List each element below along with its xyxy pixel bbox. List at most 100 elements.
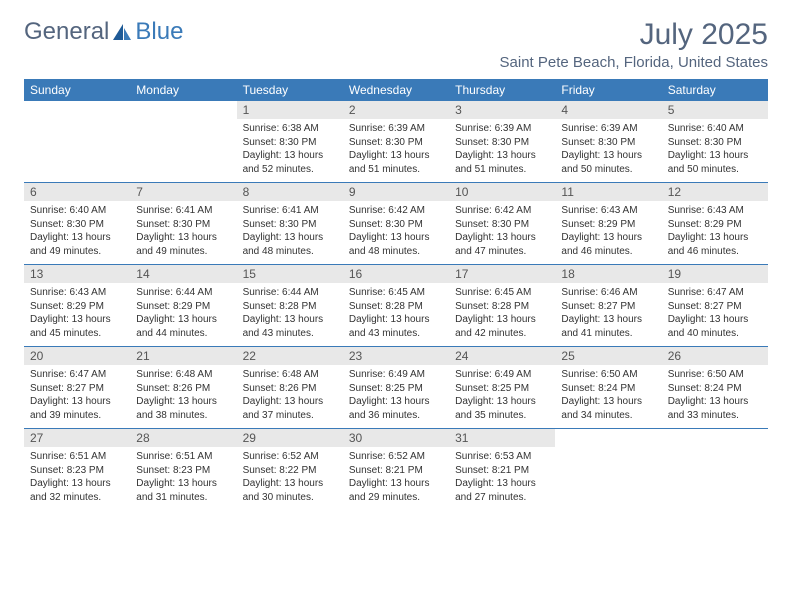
calendar-cell: 11Sunrise: 6:43 AMSunset: 8:29 PMDayligh… (555, 183, 661, 265)
calendar-cell: 27Sunrise: 6:51 AMSunset: 8:23 PMDayligh… (24, 429, 130, 511)
day-number: 23 (343, 347, 449, 365)
daylight-text: Daylight: 13 hours and 49 minutes. (30, 231, 124, 258)
sunset-text: Sunset: 8:25 PM (349, 382, 443, 396)
calendar-cell (130, 101, 236, 183)
sunrise-text: Sunrise: 6:49 AM (455, 368, 549, 382)
sunrise-text: Sunrise: 6:43 AM (30, 286, 124, 300)
calendar-cell: 8Sunrise: 6:41 AMSunset: 8:30 PMDaylight… (237, 183, 343, 265)
sunset-text: Sunset: 8:27 PM (30, 382, 124, 396)
brand-logo: General Blue (24, 18, 183, 46)
sunset-text: Sunset: 8:30 PM (243, 218, 337, 232)
day-body: Sunrise: 6:49 AMSunset: 8:25 PMDaylight:… (343, 365, 449, 428)
sunset-text: Sunset: 8:29 PM (136, 300, 230, 314)
daylight-text: Daylight: 13 hours and 38 minutes. (136, 395, 230, 422)
sunset-text: Sunset: 8:26 PM (136, 382, 230, 396)
sunset-text: Sunset: 8:30 PM (668, 136, 762, 150)
day-body: Sunrise: 6:43 AMSunset: 8:29 PMDaylight:… (662, 201, 768, 264)
location-text: Saint Pete Beach, Florida, United States (500, 54, 768, 71)
sunrise-text: Sunrise: 6:41 AM (136, 204, 230, 218)
calendar-cell: 2Sunrise: 6:39 AMSunset: 8:30 PMDaylight… (343, 101, 449, 183)
daylight-text: Daylight: 13 hours and 50 minutes. (561, 149, 655, 176)
brand-text-2: Blue (135, 18, 183, 46)
calendar-cell: 28Sunrise: 6:51 AMSunset: 8:23 PMDayligh… (130, 429, 236, 511)
sunrise-text: Sunrise: 6:47 AM (668, 286, 762, 300)
day-number: 16 (343, 265, 449, 283)
calendar-cell: 16Sunrise: 6:45 AMSunset: 8:28 PMDayligh… (343, 265, 449, 347)
calendar-cell: 10Sunrise: 6:42 AMSunset: 8:30 PMDayligh… (449, 183, 555, 265)
daylight-text: Daylight: 13 hours and 49 minutes. (136, 231, 230, 258)
sunset-text: Sunset: 8:27 PM (668, 300, 762, 314)
calendar-table: Sunday Monday Tuesday Wednesday Thursday… (24, 79, 768, 510)
col-thursday: Thursday (449, 79, 555, 101)
day-body: Sunrise: 6:40 AMSunset: 8:30 PMDaylight:… (24, 201, 130, 264)
col-tuesday: Tuesday (237, 79, 343, 101)
header: General Blue July 2025 Saint Pete Beach,… (24, 18, 768, 71)
sunrise-text: Sunrise: 6:48 AM (136, 368, 230, 382)
day-body: Sunrise: 6:44 AMSunset: 8:29 PMDaylight:… (130, 283, 236, 346)
sunrise-text: Sunrise: 6:52 AM (243, 450, 337, 464)
day-body: Sunrise: 6:51 AMSunset: 8:23 PMDaylight:… (130, 447, 236, 510)
daylight-text: Daylight: 13 hours and 52 minutes. (243, 149, 337, 176)
day-body: Sunrise: 6:50 AMSunset: 8:24 PMDaylight:… (555, 365, 661, 428)
calendar-cell (24, 101, 130, 183)
sunrise-text: Sunrise: 6:45 AM (455, 286, 549, 300)
calendar-cell: 22Sunrise: 6:48 AMSunset: 8:26 PMDayligh… (237, 347, 343, 429)
calendar-cell: 14Sunrise: 6:44 AMSunset: 8:29 PMDayligh… (130, 265, 236, 347)
calendar-row: 6Sunrise: 6:40 AMSunset: 8:30 PMDaylight… (24, 183, 768, 265)
sunrise-text: Sunrise: 6:39 AM (561, 122, 655, 136)
sunset-text: Sunset: 8:30 PM (455, 136, 549, 150)
sunset-text: Sunset: 8:29 PM (561, 218, 655, 232)
daylight-text: Daylight: 13 hours and 41 minutes. (561, 313, 655, 340)
day-number: 21 (130, 347, 236, 365)
sunset-text: Sunset: 8:27 PM (561, 300, 655, 314)
calendar-row: 13Sunrise: 6:43 AMSunset: 8:29 PMDayligh… (24, 265, 768, 347)
calendar-cell: 12Sunrise: 6:43 AMSunset: 8:29 PMDayligh… (662, 183, 768, 265)
day-number: 28 (130, 429, 236, 447)
calendar-cell (555, 429, 661, 511)
calendar-cell: 23Sunrise: 6:49 AMSunset: 8:25 PMDayligh… (343, 347, 449, 429)
daylight-text: Daylight: 13 hours and 48 minutes. (243, 231, 337, 258)
day-body: Sunrise: 6:48 AMSunset: 8:26 PMDaylight:… (237, 365, 343, 428)
day-body: Sunrise: 6:41 AMSunset: 8:30 PMDaylight:… (237, 201, 343, 264)
day-number: 10 (449, 183, 555, 201)
day-number: 3 (449, 101, 555, 119)
day-body: Sunrise: 6:40 AMSunset: 8:30 PMDaylight:… (662, 119, 768, 182)
sunrise-text: Sunrise: 6:44 AM (136, 286, 230, 300)
col-friday: Friday (555, 79, 661, 101)
calendar-cell (662, 429, 768, 511)
day-body: Sunrise: 6:47 AMSunset: 8:27 PMDaylight:… (662, 283, 768, 346)
daylight-text: Daylight: 13 hours and 46 minutes. (668, 231, 762, 258)
day-body (662, 433, 768, 491)
sunrise-text: Sunrise: 6:53 AM (455, 450, 549, 464)
sunrise-text: Sunrise: 6:43 AM (668, 204, 762, 218)
calendar-cell: 7 Sunrise: 6:41 AMSunset: 8:30 PMDaylight… (130, 183, 236, 265)
calendar-cell: 15Sunrise: 6:44 AMSunset: 8:28 PMDayligh… (237, 265, 343, 347)
sunrise-text: Sunrise: 6:39 AM (455, 122, 549, 136)
sunset-text: Sunset: 8:30 PM (136, 218, 230, 232)
day-number: 7 (130, 183, 236, 201)
daylight-text: Daylight: 13 hours and 32 minutes. (30, 477, 124, 504)
sunrise-text: Sunrise: 6:51 AM (30, 450, 124, 464)
day-body (555, 433, 661, 491)
day-number: 11 (555, 183, 661, 201)
daylight-text: Daylight: 13 hours and 36 minutes. (349, 395, 443, 422)
calendar-cell: 19Sunrise: 6:47 AMSunset: 8:27 PMDayligh… (662, 265, 768, 347)
day-body: Sunrise: 6:43 AMSunset: 8:29 PMDaylight:… (555, 201, 661, 264)
day-body: Sunrise: 6:42 AMSunset: 8:30 PMDaylight:… (449, 201, 555, 264)
daylight-text: Daylight: 13 hours and 34 minutes. (561, 395, 655, 422)
sunrise-text: Sunrise: 6:50 AM (561, 368, 655, 382)
sunset-text: Sunset: 8:21 PM (455, 464, 549, 478)
sunset-text: Sunset: 8:29 PM (30, 300, 124, 314)
sunrise-text: Sunrise: 6:41 AM (243, 204, 337, 218)
day-number: 25 (555, 347, 661, 365)
daylight-text: Daylight: 13 hours and 42 minutes. (455, 313, 549, 340)
daylight-text: Daylight: 13 hours and 39 minutes. (30, 395, 124, 422)
sunset-text: Sunset: 8:23 PM (30, 464, 124, 478)
sunrise-text: Sunrise: 6:45 AM (349, 286, 443, 300)
sunset-text: Sunset: 8:30 PM (349, 218, 443, 232)
day-number: 13 (24, 265, 130, 283)
day-body: Sunrise: 6:38 AMSunset: 8:30 PMDaylight:… (237, 119, 343, 182)
title-block: July 2025 Saint Pete Beach, Florida, Uni… (500, 18, 768, 71)
daylight-text: Daylight: 13 hours and 44 minutes. (136, 313, 230, 340)
calendar-cell: 6Sunrise: 6:40 AMSunset: 8:30 PMDaylight… (24, 183, 130, 265)
